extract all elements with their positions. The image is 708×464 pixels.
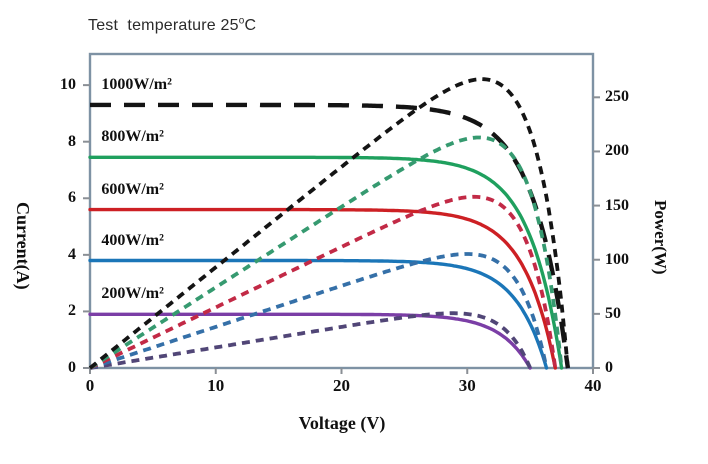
series-label-1000: 1000W/m² [101, 75, 172, 93]
pv-curve-600 [89, 194, 558, 370]
pv-curve-400 [89, 252, 549, 370]
series-label-600: 600W/m² [101, 180, 164, 198]
chart-title-text: Test temperature 25 [88, 17, 239, 34]
iv-curve-400 [88, 258, 549, 370]
y-right-tick-label: 250 [605, 88, 629, 106]
y-right-tick-label: 100 [605, 250, 629, 268]
y-left-tick-label: 8 [68, 132, 76, 150]
y-left-tick-label: 10 [60, 76, 76, 94]
degree-symbol: o [238, 15, 245, 27]
iv-curve-600 [88, 207, 557, 370]
x-tick-label: 10 [207, 376, 225, 395]
y-right-tick-label: 200 [605, 142, 629, 160]
chart-title: Test temperature 25oC [88, 15, 257, 35]
x-tick-label: 20 [333, 376, 350, 395]
x-tick-label: 40 [584, 376, 602, 395]
y-left-tick-label: 6 [68, 189, 76, 207]
y-left-tick-label: 4 [68, 245, 76, 263]
series-label-200: 200W/m² [101, 285, 164, 303]
y-right-axis-title: Power(W) [651, 199, 670, 275]
pv-curve-200 [89, 311, 532, 370]
series-label-400: 400W/m² [101, 231, 164, 249]
y-left-tick-label: 2 [68, 302, 76, 320]
y-left-tick-label: 0 [68, 359, 76, 376]
y-right-tick-label: 0 [605, 359, 613, 376]
pv-curve-1000 [88, 77, 570, 370]
x-tick-label: 30 [458, 376, 476, 395]
iv-curve-200 [88, 312, 532, 370]
pv-curve-800 [88, 135, 564, 370]
iv-curve-800 [88, 155, 564, 370]
iv-curve-1000 [90, 102, 571, 369]
y-right-tick-label: 150 [605, 196, 629, 214]
y-right-tick-label: 50 [605, 304, 621, 322]
series-label-800: 800W/m² [101, 128, 164, 146]
x-axis-title: Voltage (V) [298, 413, 386, 433]
x-tick-label: 0 [85, 376, 95, 395]
chart-title-unit: C [244, 17, 257, 34]
y-left-axis-title: Current(A) [13, 202, 33, 290]
